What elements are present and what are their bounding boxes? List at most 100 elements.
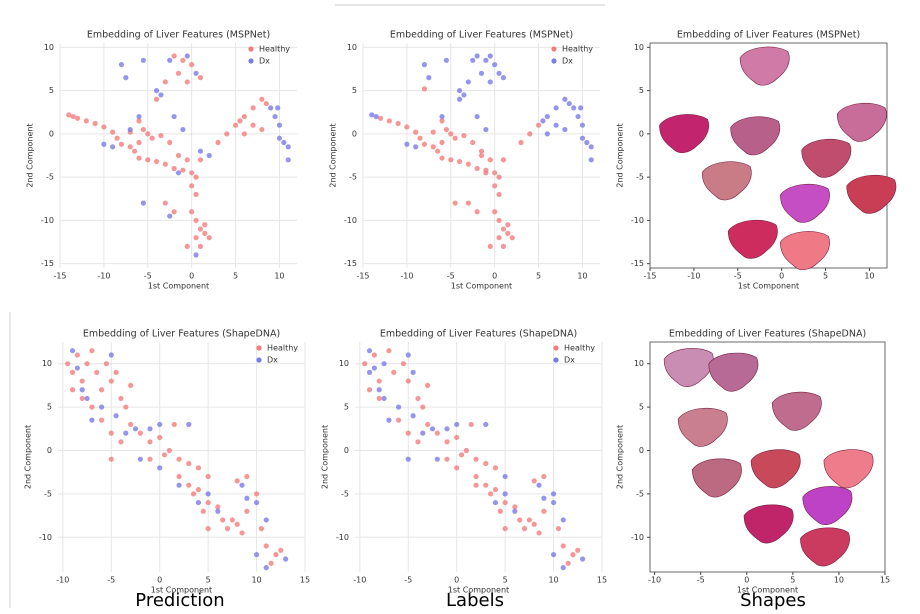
point [413, 129, 419, 135]
y-tick-label: 10 [634, 43, 644, 52]
point [234, 478, 240, 484]
point [434, 430, 440, 436]
y-tick-label: 0 [639, 446, 644, 455]
point [386, 417, 392, 423]
point [197, 148, 204, 154]
x-tick-label: 0 [454, 576, 459, 585]
point [147, 439, 153, 445]
y-tick-label: -10 [336, 533, 349, 542]
point [496, 217, 502, 224]
point [492, 465, 499, 471]
point [83, 118, 89, 124]
point [550, 552, 557, 558]
point [470, 57, 476, 63]
caption: Labels [446, 590, 504, 611]
point [550, 491, 557, 497]
point [531, 521, 537, 527]
point [461, 132, 467, 139]
x-tick-label: 10 [251, 576, 261, 585]
x-tick-label: -10 [400, 272, 413, 281]
point [421, 62, 428, 68]
point [89, 417, 95, 423]
point [180, 126, 186, 133]
point [175, 70, 182, 76]
point [224, 526, 231, 532]
point [171, 53, 177, 59]
point [366, 369, 373, 375]
point [195, 486, 202, 493]
point [110, 144, 116, 150]
point [541, 495, 547, 501]
point [171, 113, 177, 120]
point [140, 200, 146, 206]
point [502, 499, 508, 506]
point [487, 157, 493, 163]
y-tick-label: 0 [352, 129, 357, 138]
point [371, 365, 377, 371]
point [184, 53, 190, 59]
x-tick-label: -15 [643, 272, 656, 281]
x-tick-label: 0 [157, 576, 162, 585]
point [404, 124, 410, 130]
point [461, 92, 467, 98]
plot-area [355, 342, 602, 572]
point [101, 141, 107, 147]
point [171, 165, 177, 172]
point [439, 139, 445, 146]
point [500, 243, 507, 249]
point [110, 129, 116, 135]
point [175, 152, 182, 159]
point [197, 157, 204, 163]
point [421, 141, 428, 147]
point [276, 135, 283, 141]
point [500, 75, 507, 81]
point [118, 141, 125, 147]
liver-shape [691, 458, 742, 498]
point [108, 430, 114, 436]
point [215, 139, 221, 146]
point [473, 482, 479, 488]
point [137, 430, 143, 436]
point [443, 57, 449, 63]
point [544, 131, 550, 137]
point [136, 113, 142, 120]
y-tick-label: -5 [341, 489, 349, 498]
liver-shape [727, 219, 778, 259]
point [69, 387, 76, 393]
point [575, 547, 581, 553]
point [205, 499, 211, 506]
point [84, 361, 90, 367]
point [376, 387, 382, 393]
point [241, 113, 247, 120]
point [281, 139, 287, 146]
point [531, 478, 537, 484]
point [505, 230, 511, 236]
point [239, 482, 245, 488]
point [429, 426, 436, 432]
legend-label: Healthy [564, 344, 595, 353]
y-tick-label: -5 [636, 173, 644, 182]
legend-marker [256, 345, 262, 351]
point [465, 161, 471, 167]
point [541, 508, 547, 514]
point [565, 560, 571, 566]
point [473, 473, 479, 480]
legend-marker [553, 357, 559, 363]
y-axis-label: 2nd Component [24, 425, 33, 489]
point [386, 348, 392, 354]
point [136, 155, 142, 161]
point [253, 552, 260, 558]
point [487, 79, 493, 85]
point [439, 155, 445, 161]
point [474, 165, 480, 172]
point [149, 135, 155, 141]
x-tick-label: 10 [577, 272, 587, 281]
point [127, 126, 133, 133]
legend-marker [256, 357, 262, 363]
point [492, 486, 499, 493]
liver-shape [739, 46, 790, 86]
x-tick-label: 5 [790, 576, 795, 585]
point [162, 161, 168, 167]
point [253, 491, 260, 497]
point [535, 122, 542, 128]
